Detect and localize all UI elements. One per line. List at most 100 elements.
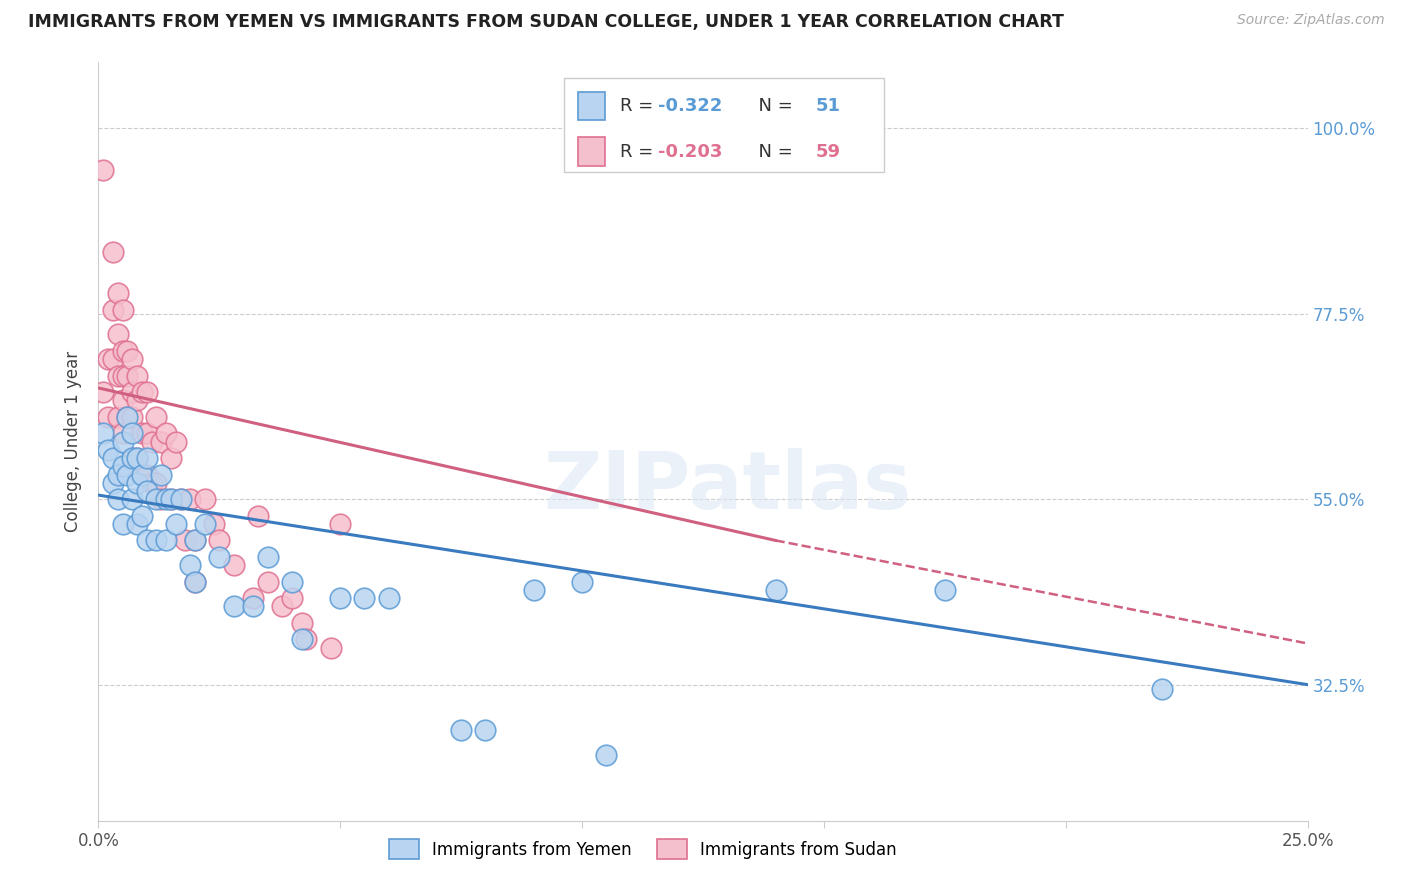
Point <box>155 426 177 441</box>
Point <box>97 352 120 367</box>
Point <box>145 409 167 424</box>
Point <box>97 442 120 457</box>
Point <box>121 352 143 367</box>
Point <box>101 302 124 317</box>
Point <box>208 533 231 548</box>
Point <box>242 599 264 614</box>
Point <box>141 475 163 490</box>
Point <box>179 558 201 573</box>
Point <box>155 533 177 548</box>
Point <box>184 574 207 589</box>
Point <box>107 492 129 507</box>
Text: -0.322: -0.322 <box>658 97 723 115</box>
Point <box>101 450 124 465</box>
Point <box>127 450 149 465</box>
Point <box>174 533 197 548</box>
Point <box>179 492 201 507</box>
Point <box>145 475 167 490</box>
Point <box>281 591 304 606</box>
Point <box>281 574 304 589</box>
Point <box>107 327 129 342</box>
Point <box>111 459 134 474</box>
Point <box>135 533 157 548</box>
Point <box>131 508 153 523</box>
Point <box>329 516 352 531</box>
Point <box>111 343 134 358</box>
Point <box>194 516 217 531</box>
Point <box>155 492 177 507</box>
Point <box>145 533 167 548</box>
Point <box>290 632 312 647</box>
Point <box>91 426 114 441</box>
Point <box>319 640 342 655</box>
Point <box>523 582 546 597</box>
Point <box>117 368 139 383</box>
Point <box>141 434 163 449</box>
Point <box>145 492 167 507</box>
Point <box>450 723 472 737</box>
Point <box>290 615 312 630</box>
Point <box>121 426 143 441</box>
Point <box>242 591 264 606</box>
Point <box>271 599 294 614</box>
Point <box>135 450 157 465</box>
Point <box>150 434 173 449</box>
Point <box>101 244 124 259</box>
Point <box>295 632 318 647</box>
Point <box>208 549 231 564</box>
Point <box>169 492 191 507</box>
Text: IMMIGRANTS FROM YEMEN VS IMMIGRANTS FROM SUDAN COLLEGE, UNDER 1 YEAR CORRELATION: IMMIGRANTS FROM YEMEN VS IMMIGRANTS FROM… <box>28 13 1064 31</box>
Point <box>184 533 207 548</box>
FancyBboxPatch shape <box>564 78 884 172</box>
Text: -0.203: -0.203 <box>658 143 723 161</box>
Point <box>256 549 278 564</box>
Point <box>165 434 187 449</box>
Point <box>934 582 956 597</box>
Point <box>91 385 114 400</box>
Point <box>121 385 143 400</box>
Point <box>121 450 143 465</box>
Point <box>571 574 593 589</box>
Text: R =: R = <box>620 143 658 161</box>
Bar <box>578 92 605 120</box>
Bar <box>578 137 605 166</box>
Point <box>135 426 157 441</box>
Point <box>595 747 617 762</box>
Point <box>127 368 149 383</box>
Point <box>97 409 120 424</box>
Point <box>117 343 139 358</box>
Text: 51: 51 <box>815 97 841 115</box>
Point <box>121 492 143 507</box>
Point <box>111 368 134 383</box>
Point <box>474 723 496 737</box>
Point <box>194 492 217 507</box>
Point <box>131 467 153 482</box>
Point <box>135 385 157 400</box>
Point <box>91 162 114 177</box>
Point <box>256 574 278 589</box>
Point <box>111 393 134 408</box>
Text: 59: 59 <box>815 143 841 161</box>
Point <box>117 409 139 424</box>
Text: R =: R = <box>620 97 658 115</box>
Point <box>165 516 187 531</box>
Point <box>131 426 153 441</box>
Point <box>184 574 207 589</box>
Point <box>184 533 207 548</box>
Point <box>121 450 143 465</box>
Point <box>101 352 124 367</box>
Point <box>117 467 139 482</box>
Point <box>127 393 149 408</box>
Point <box>127 475 149 490</box>
Point <box>135 483 157 498</box>
Legend: Immigrants from Yemen, Immigrants from Sudan: Immigrants from Yemen, Immigrants from S… <box>382 833 903 865</box>
Text: N =: N = <box>747 97 799 115</box>
Point <box>160 450 183 465</box>
Point <box>329 591 352 606</box>
Point <box>169 492 191 507</box>
Point <box>111 426 134 441</box>
Point <box>111 516 134 531</box>
Point <box>101 475 124 490</box>
Point <box>222 599 245 614</box>
Point <box>127 450 149 465</box>
